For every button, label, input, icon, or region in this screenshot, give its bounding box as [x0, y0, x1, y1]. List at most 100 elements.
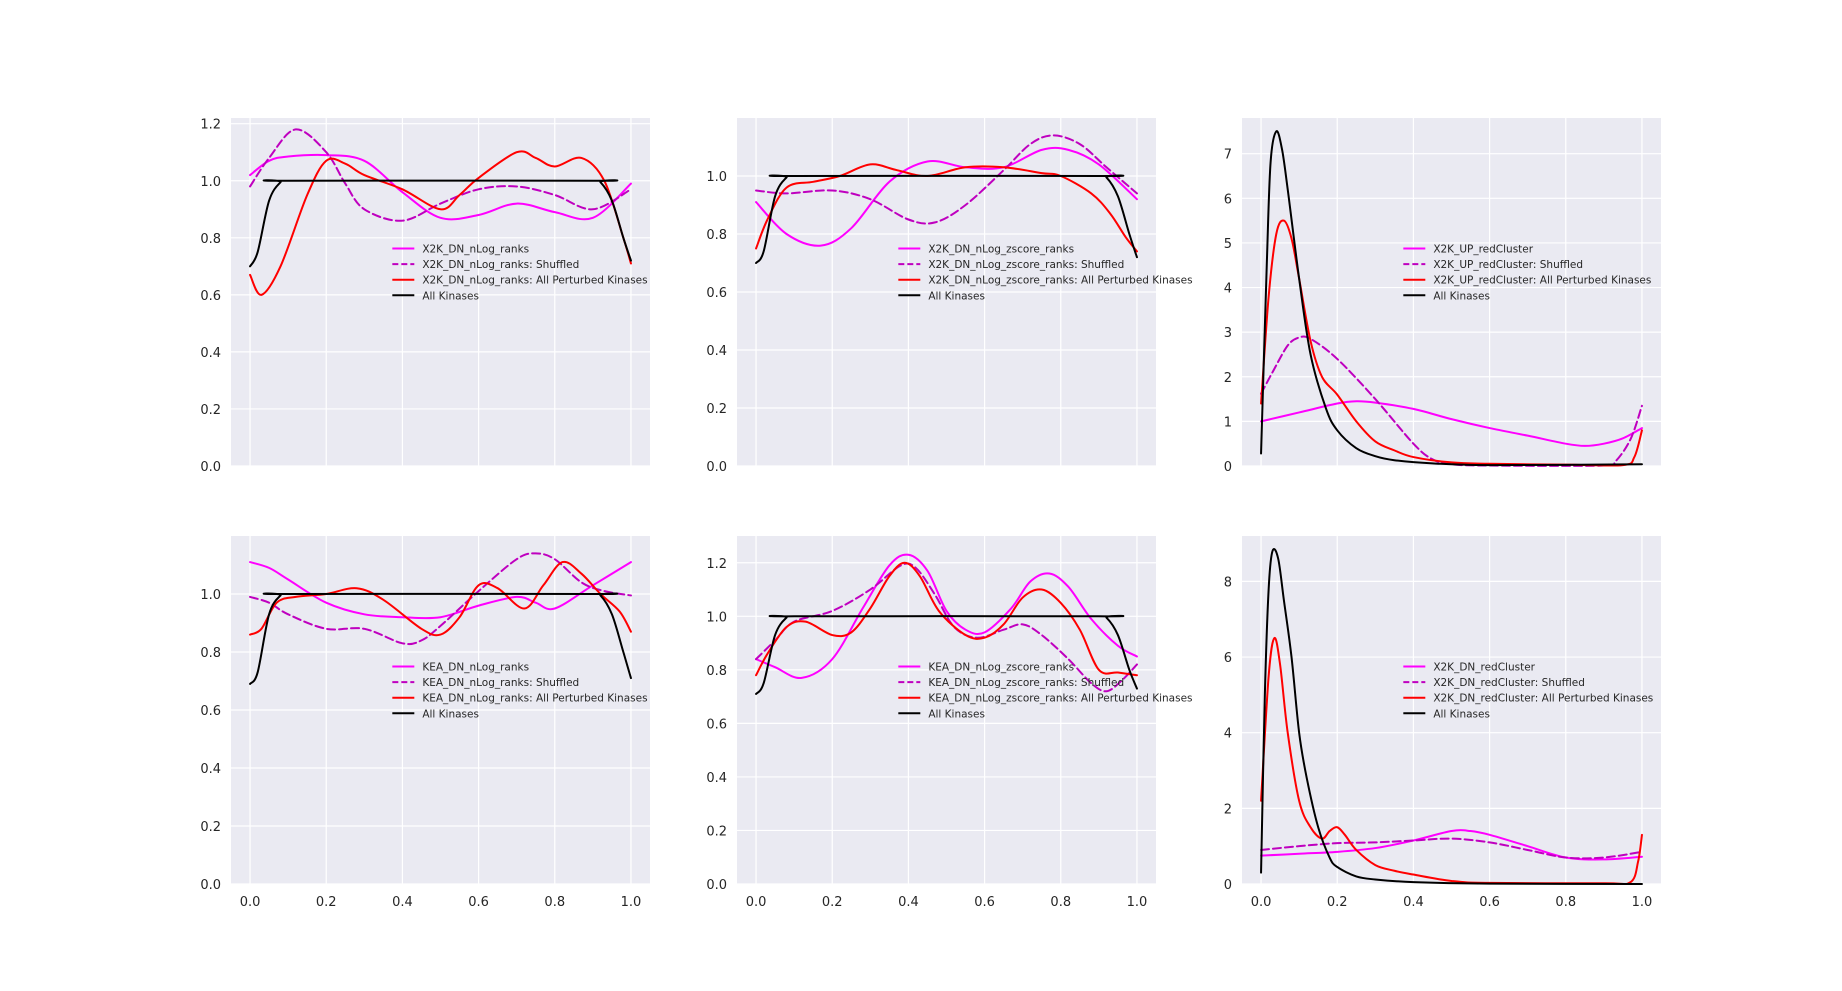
y-tick-label: 0.2	[200, 820, 221, 835]
y-tick-label: 0.6	[706, 717, 727, 732]
y-tick-label: 0.2	[200, 403, 221, 418]
x-tick-label: 0.2	[316, 895, 337, 910]
legend-label: X2K_DN_nLog_zscore_ranks: All Perturbed …	[928, 275, 1192, 287]
y-tick-label: 1.2	[706, 557, 727, 572]
y-tick-label: 0.8	[200, 232, 221, 247]
series-line-3	[755, 561, 1138, 677]
y-tick-label: 1	[1224, 415, 1232, 430]
y-tick-label: 2	[1224, 371, 1232, 386]
legend-label: KEA_DN_nLog_ranks: All Perturbed Kinases	[422, 693, 647, 705]
y-tick-label: 0.4	[200, 762, 221, 777]
series-line-2	[249, 552, 632, 646]
y-tick-label: 6	[1224, 192, 1232, 207]
y-tick-label: 0.4	[706, 771, 727, 786]
y-tick-label: 4	[1224, 282, 1232, 297]
series-line-2	[755, 134, 1138, 225]
y-tick-label: 3	[1224, 326, 1232, 341]
y-tick-label: 0.2	[706, 824, 727, 839]
y-tick-label: 1.0	[200, 588, 221, 603]
series-line-1	[1260, 400, 1643, 447]
x-tick-label: 0.6	[974, 895, 995, 910]
legend: X2K_DN_nLog_zscore_ranks X2K_DN_nLog_zsco…	[898, 244, 1193, 302]
series-line-3	[755, 163, 1138, 253]
plot-area	[1242, 536, 1661, 884]
legend: KEA_DN_nLog_zscore_ranks KEA_DN_nLog_zsco…	[898, 662, 1193, 720]
x-tick-label: 0.2	[1327, 895, 1348, 910]
y-tick-label: 1.0	[200, 175, 221, 190]
legend-label: All Kinases	[1433, 708, 1490, 720]
series-line-2	[1260, 837, 1643, 860]
series-line-1	[755, 146, 1138, 247]
y-tick-label: 0.2	[706, 402, 727, 417]
series-line-1	[249, 561, 632, 620]
x-tick-label: 0.0	[746, 895, 767, 910]
plot-area	[231, 118, 650, 466]
legend-label: X2K_DN_redCluster: All Perturbed Kinases	[1433, 693, 1653, 705]
x-tick-label: 0.8	[1555, 895, 1576, 910]
x-tick-label: 1.0	[1632, 895, 1653, 910]
series-line-1	[1260, 829, 1643, 861]
y-tick-label: 1.0	[706, 610, 727, 625]
subplot-5: 0.0 0.2 0.4 0.6 0.8 1.0 1.2 0.0 0.2 0.4 0.6 0.8 1.0 K…	[706, 536, 1193, 910]
subplot-3: 01234567X2K_UP_redClusterX2K_UP_redClust…	[1224, 118, 1661, 475]
subplot-2: 0.0 0.2 0.4 0.6 0.8 1.0 X2K_DN_nLog_zscore_ran…	[706, 118, 1193, 475]
legend-label: KEA_DN_nLog_ranks: Shuffled	[422, 677, 579, 689]
y-tick-label: 0.4	[706, 344, 727, 359]
legend-label: X2K_DN_redCluster	[1433, 662, 1535, 674]
series-line-1	[755, 553, 1138, 679]
legend-label: X2K_UP_redCluster	[1433, 244, 1533, 256]
legend: KEA_DN_nLog_ranks KEA_DN_nLog_ranks: Shuf…	[392, 662, 648, 720]
y-tick-label: 0.8	[200, 646, 221, 661]
y-tick-label: 6	[1224, 651, 1232, 666]
x-tick-label: 0.6	[468, 895, 489, 910]
x-tick-label: 1.0	[621, 895, 642, 910]
x-tick-label: 0.8	[1050, 895, 1071, 910]
y-tick-label: 0.0	[200, 878, 221, 893]
series-line-3	[249, 150, 632, 296]
legend-label: X2K_UP_redCluster: All Perturbed Kinases	[1433, 275, 1651, 287]
subplot-1: 0.00.20.40.60.81.01.2X2K_DN_nLog_ranksX2…	[200, 118, 650, 475]
series-line-2	[249, 128, 632, 222]
legend-label: X2K_DN_nLog_ranks: All Perturbed Kinases	[422, 275, 647, 287]
legend-label: All Kinases	[928, 708, 985, 720]
legend-label: X2K_DN_redCluster: Shuffled	[1433, 677, 1585, 689]
y-tick-label: 7	[1224, 148, 1232, 163]
x-tick-label: 0.4	[1403, 895, 1424, 910]
legend: X2K_DN_redCluster X2K_DN_redCluster: Shuf…	[1403, 662, 1653, 720]
y-tick-label: 1.0	[706, 170, 727, 185]
legend: X2K_UP_redCluster X2K_UP_redCluster: Shuf…	[1403, 244, 1651, 302]
y-tick-label: 0.8	[706, 228, 727, 243]
x-tick-label: 1.0	[1127, 895, 1148, 910]
legend-label: X2K_DN_nLog_zscore_ranks	[928, 244, 1074, 256]
series-line-4	[249, 592, 632, 685]
legend-label: KEA_DN_nLog_zscore_ranks	[928, 662, 1074, 674]
legend-label: All Kinases	[1433, 290, 1490, 302]
plot-area	[1242, 118, 1661, 466]
y-tick-label: 0.6	[706, 286, 727, 301]
y-tick-label: 0.4	[200, 346, 221, 361]
legend-label: All Kinases	[422, 708, 479, 720]
legend-label: All Kinases	[928, 290, 985, 302]
x-tick-label: 0.2	[822, 895, 843, 910]
legend-label: X2K_UP_redCluster: Shuffled	[1433, 259, 1583, 271]
legend-label: X2K_DN_nLog_ranks	[422, 244, 529, 256]
series-line-1	[249, 153, 632, 221]
legend-label: X2K_DN_nLog_ranks: Shuffled	[422, 259, 579, 271]
plot-area	[737, 536, 1156, 884]
y-tick-label: 0	[1224, 878, 1232, 893]
y-tick-label: 8	[1224, 575, 1232, 590]
series-line-4	[755, 174, 1138, 264]
series-line-3	[249, 560, 632, 637]
y-tick-label: 0.6	[200, 704, 221, 719]
y-tick-label: 0.8	[706, 664, 727, 679]
legend-label: KEA_DN_nLog_zscore_ranks: All Perturbed …	[928, 693, 1192, 705]
legend-label: KEA_DN_nLog_zscore_ranks: Shuffled	[928, 677, 1124, 689]
series-line-4	[249, 179, 632, 268]
series-line-4	[1260, 548, 1643, 885]
y-tick-label: 2	[1224, 802, 1232, 817]
legend-label: X2K_DN_nLog_zscore_ranks: Shuffled	[928, 259, 1124, 271]
series-line-4	[755, 614, 1138, 695]
legend: X2K_DN_nLog_ranks X2K_DN_nLog_ranks: Shuf…	[392, 244, 648, 302]
legend-label: KEA_DN_nLog_ranks	[422, 662, 529, 674]
